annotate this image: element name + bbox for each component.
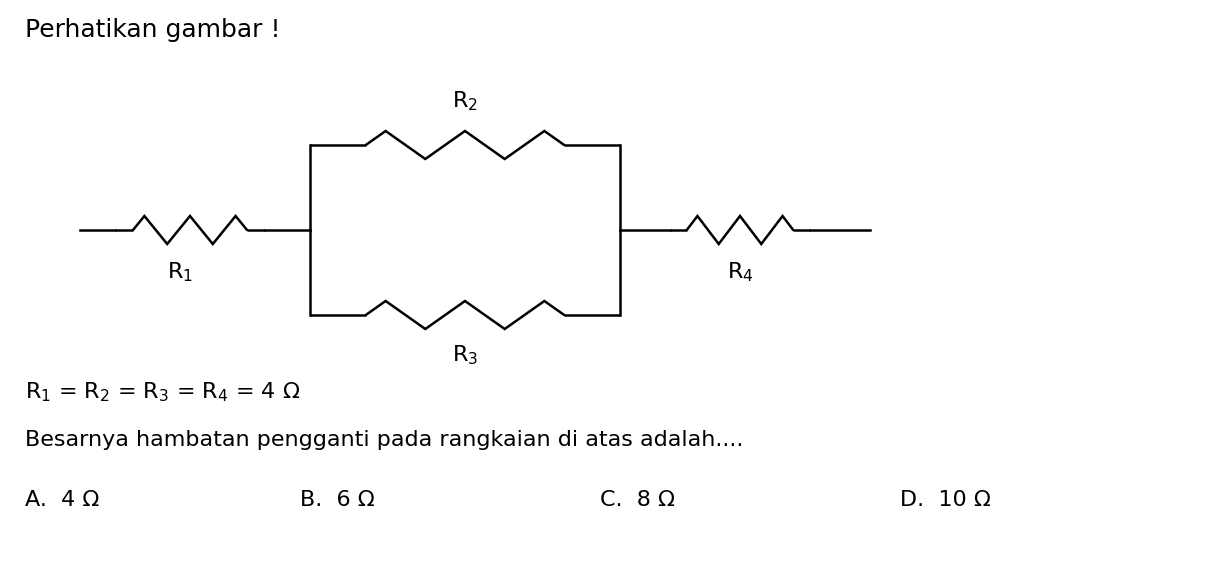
- Text: R$_2$: R$_2$: [452, 89, 478, 113]
- Text: R$_4$: R$_4$: [727, 260, 753, 284]
- Text: Perhatikan gambar !: Perhatikan gambar !: [26, 18, 281, 42]
- Text: Besarnya hambatan pengganti pada rangkaian di atas adalah....: Besarnya hambatan pengganti pada rangkai…: [26, 430, 743, 450]
- Text: R$_1$ = R$_2$ = R$_3$ = R$_4$ = 4 Ω: R$_1$ = R$_2$ = R$_3$ = R$_4$ = 4 Ω: [26, 380, 300, 403]
- Text: A.  4 Ω: A. 4 Ω: [26, 490, 100, 510]
- Text: D.  10 Ω: D. 10 Ω: [900, 490, 991, 510]
- Text: R$_1$: R$_1$: [167, 260, 193, 284]
- Text: R$_3$: R$_3$: [452, 343, 478, 366]
- Text: C.  8 Ω: C. 8 Ω: [599, 490, 675, 510]
- Text: B.  6 Ω: B. 6 Ω: [300, 490, 375, 510]
